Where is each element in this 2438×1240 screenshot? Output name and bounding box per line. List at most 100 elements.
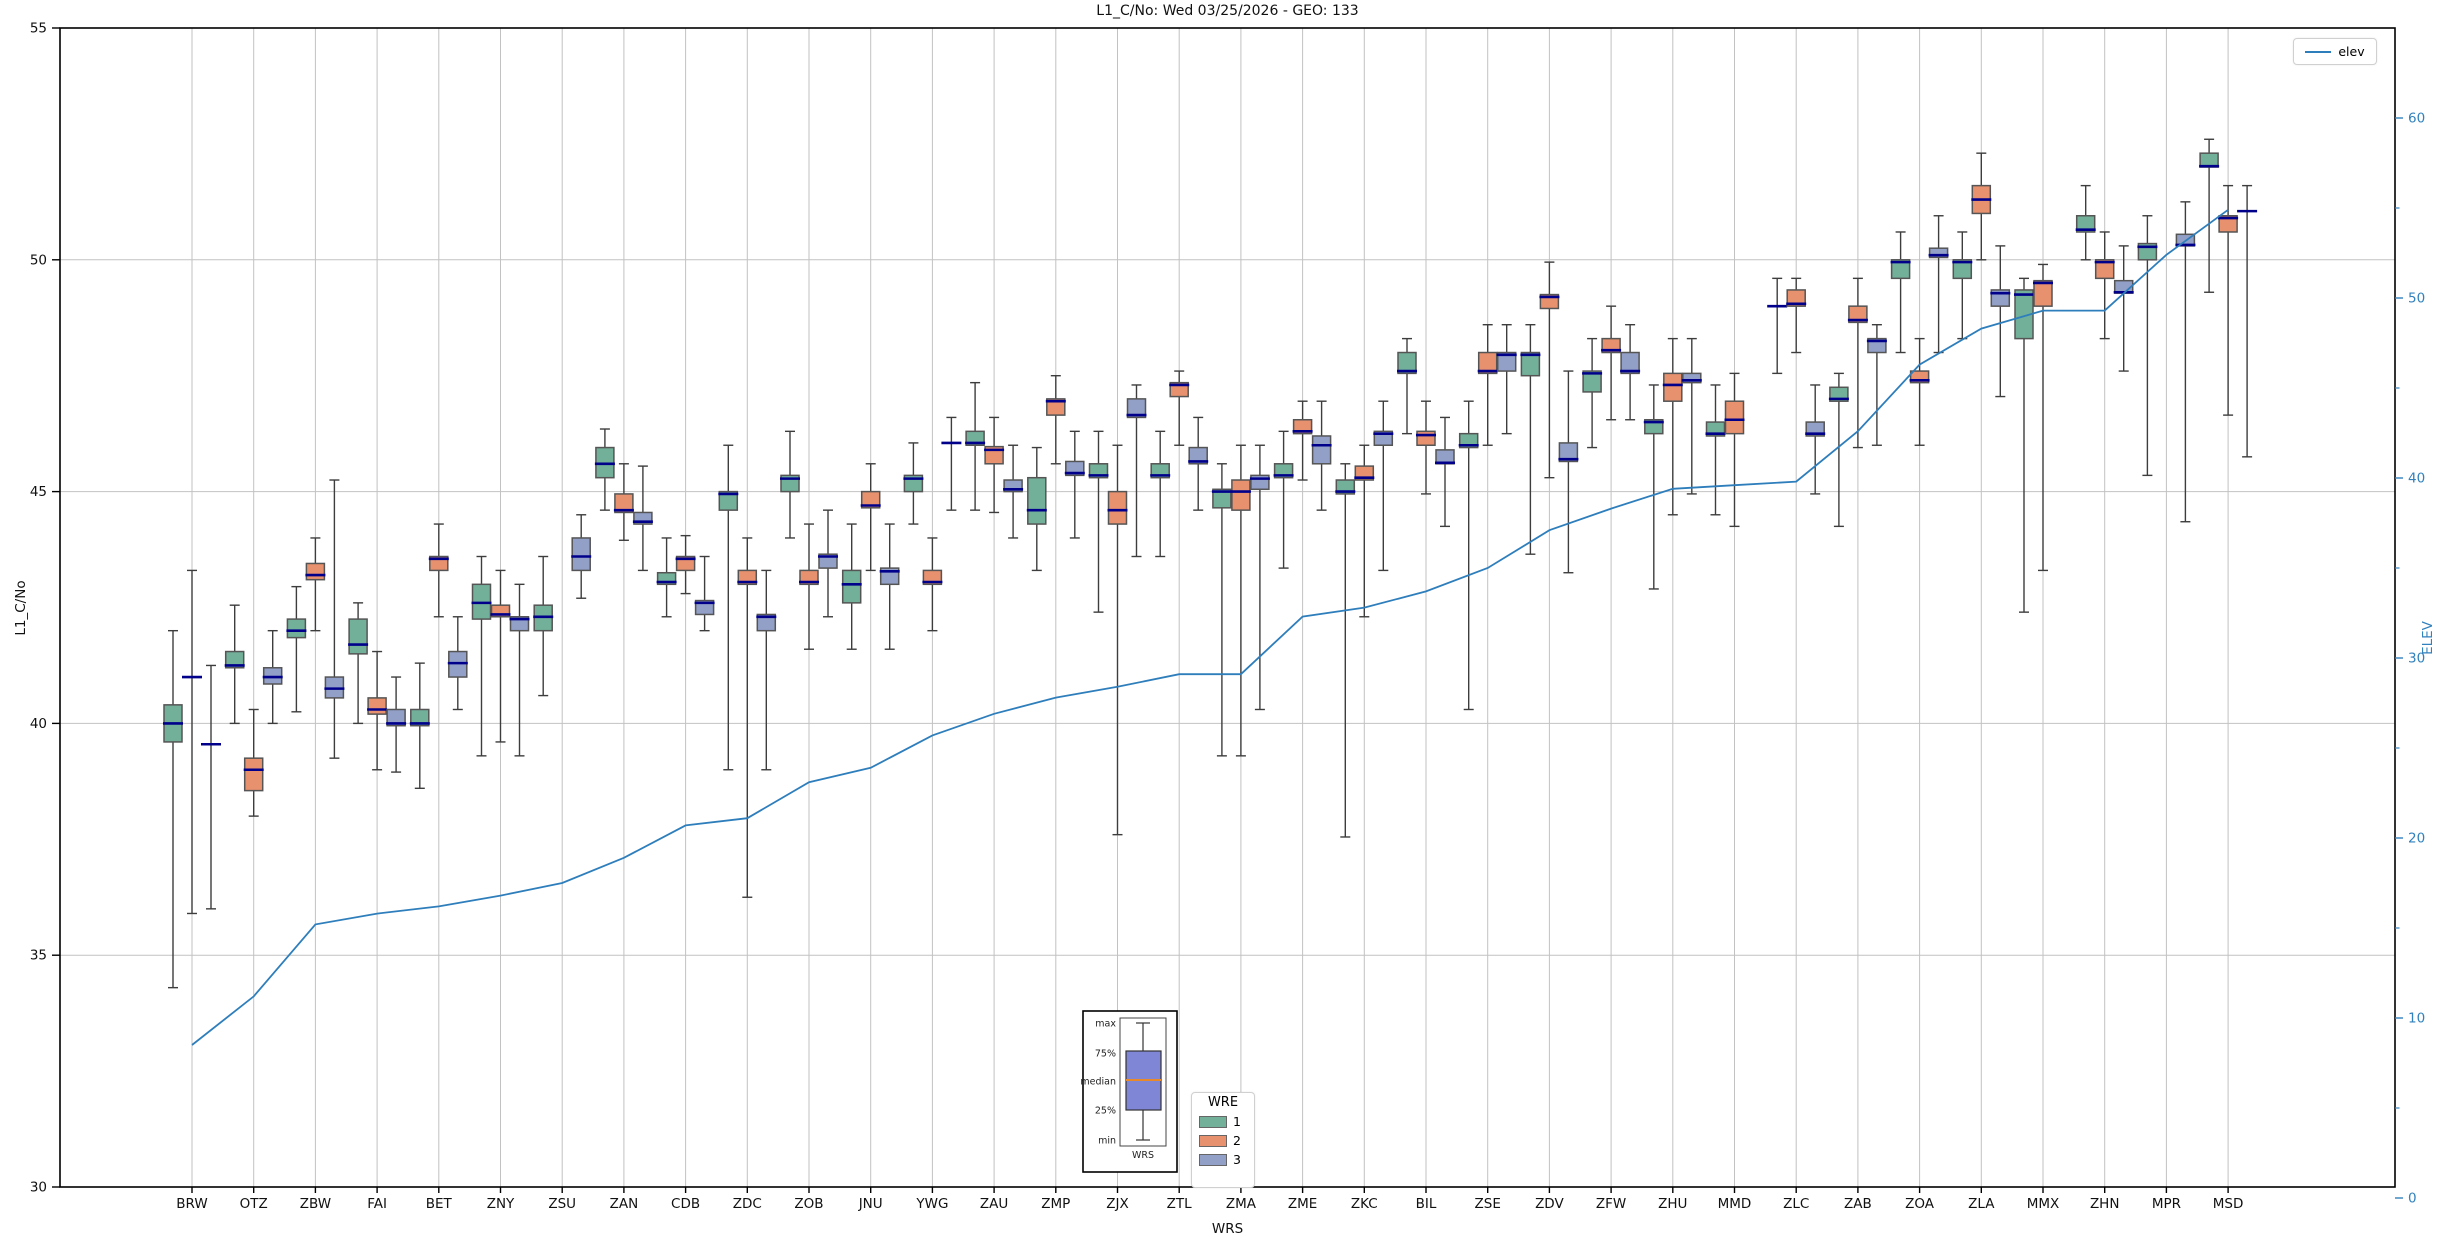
right-tick-label: 20 [2408,831,2425,847]
right-tick-label: 30 [2408,651,2425,667]
box-wre3-ZSE [1496,351,1517,372]
wre-legend-rows: 1 2 3 [1192,1112,1254,1169]
elev-line-swatch [2305,50,2332,53]
box-wre2-JNU [860,490,881,509]
right-tick-label: 60 [2408,111,2425,127]
station-label: ZSU [548,1196,576,1212]
box-wre2-ZBW [305,562,326,581]
box-wre2-MMX [2033,279,2053,307]
box-wre1-FAI [348,618,368,655]
box-wre2-ZJX [1107,490,1128,525]
right-tick-label: 40 [2408,471,2425,487]
box-wre3-ZFW [1620,351,1640,375]
elev-legend: elev [2293,38,2377,65]
station-label: BIL [1416,1196,1437,1212]
inset-row-label: median [1080,1077,1116,1088]
wre-legend: WRE 1 2 3 [1191,1092,1255,1188]
station-label: FAI [367,1196,387,1212]
station-label: ZLC [1783,1196,1809,1212]
left-tick-label: 30 [30,1180,47,1196]
left-tick-label: 45 [30,484,47,500]
station-label: ZKC [1351,1196,1378,1212]
station-label: ZOA [1905,1196,1935,1212]
box-wre2-ZMP [1046,398,1066,416]
station-label: ZOB [794,1196,823,1212]
box-wre1-BET [410,708,430,727]
box-wre2-ZHN [2094,259,2115,280]
gridlines [60,28,2395,1187]
inset-row-label: min [1098,1136,1116,1147]
station-label: ZBW [300,1196,331,1212]
box-wre3-ZAU [1003,479,1023,493]
box-wre3-FAI [386,708,406,727]
box-wre2-ZNY [490,604,511,618]
inset-row-label: 25% [1095,1106,1116,1117]
box-wre3-ZDC [756,613,777,632]
station-label: ZAN [610,1196,639,1212]
box-wre2-ZAN [614,493,634,514]
boxplots [163,138,2258,989]
elev-line [191,209,2229,1046]
box-wre2-ZMA [1231,479,1251,511]
right-tick-label: 0 [2408,1191,2417,1207]
right-axis-title: ELEV [2420,621,2436,655]
station-label: ZDV [1535,1196,1564,1212]
wre-legend-entry-3: 3 [1192,1150,1254,1169]
box-wre2-ZHU [1663,372,1683,402]
box-wre3-ZOA [1928,247,1949,259]
wre-entry-label: 3 [1233,1152,1241,1167]
station-label: CDB [671,1196,700,1212]
box-wre1-CDB [656,571,677,586]
box-wre3-ZJX [1126,398,1147,419]
wre-entry-label: 1 [1233,1114,1241,1129]
box-wre2-ZLC [1786,289,1806,307]
box-wre1-BIL [1397,351,1417,375]
station-label: ZNY [487,1196,515,1212]
station-label: ZDC [733,1196,762,1212]
box-wre2-BIL [1416,430,1436,446]
right-tick-label: 50 [2408,291,2425,307]
left-tick-label: 55 [30,21,47,37]
wre-entry-label: 2 [1233,1133,1241,1148]
box-wre2-MSD [2218,215,2238,233]
station-label: JNU [858,1196,883,1212]
box-wre3-ZDV [1558,442,1579,463]
inset-row-label: 75% [1095,1049,1116,1060]
station-label: MMX [2027,1196,2060,1212]
station-label: YWG [915,1196,948,1212]
box-wre2-ZAB [1848,305,1868,324]
box-wre3-ZME [1311,435,1332,465]
inset-xlabel: WRS [1132,1150,1154,1161]
station-label: ZFW [1596,1196,1626,1212]
box-wre1-JNU [841,569,862,604]
station-label: ZSE [1475,1196,1501,1212]
station-label: ZAB [1844,1196,1872,1212]
station-label: MMD [1718,1196,1752,1212]
wre-swatch-icon [1199,1115,1227,1128]
box-wre3-ZHU [1682,372,1702,384]
station-label: ZJX [1106,1196,1128,1212]
station-label: ZLA [1968,1196,1995,1212]
station-label: ZHN [2090,1196,2120,1212]
station-label: ZAU [980,1196,1008,1212]
box-wre3-ZAN [633,511,653,525]
box-wre1-ZFW [1582,370,1602,393]
station-label: MSD [2213,1196,2244,1212]
x-axis-title: WRS [1211,1221,1244,1237]
station-label: BET [426,1196,453,1212]
box-wre2-ZOA [1909,370,1930,384]
box-wre3-ZSU [571,537,591,572]
box-wre1-ZMP [1027,476,1047,525]
station-label: ZME [1288,1196,1317,1212]
left-axis: 55 50 45 40 35 30 [30,21,60,1196]
station-label: OTZ [240,1196,268,1212]
box-wre1-ZOA [1890,259,1911,280]
station-label: ZHU [1658,1196,1687,1212]
left-tick-label: 40 [30,716,47,732]
station-label: BRW [176,1196,207,1212]
left-axis-title: L1_C/No [13,580,29,636]
chart-title: L1_C/No: Wed 03/25/2026 - GEO: 133 [1096,3,1359,19]
plot-frame [59,27,2396,1188]
